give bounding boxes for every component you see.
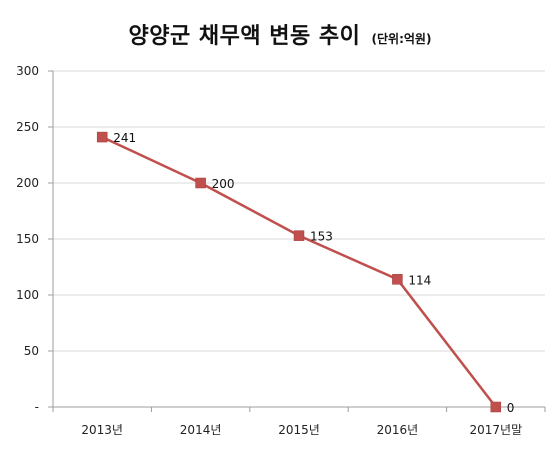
data-point-marker — [490, 401, 502, 413]
data-label: 241 — [113, 131, 136, 145]
data-label: 0 — [507, 401, 515, 415]
y-tick-label: 250 — [16, 120, 39, 134]
axes — [48, 70, 546, 412]
chart-title-row: 양양군 채무액 변동 추이 (단위:억원) — [0, 18, 560, 50]
y-tick-label: 300 — [16, 64, 39, 78]
chart-title: 양양군 채무액 변동 추이 — [128, 24, 361, 49]
y-axis-tick-labels: - 50 100 150 200 250 300 — [16, 64, 39, 414]
data-point-marker — [195, 177, 206, 189]
y-tick-label: - — [35, 400, 39, 414]
y-tick-label: 200 — [16, 176, 39, 190]
chart-unit-label: (단위:억원) — [371, 32, 432, 46]
data-point-marker — [392, 274, 403, 285]
y-tick-label: 150 — [16, 232, 39, 246]
data-label: 153 — [310, 230, 333, 244]
data-labels: 241 200 153 114 0 — [113, 131, 514, 415]
gridlines — [53, 70, 545, 352]
y-tick-label: 50 — [24, 344, 39, 358]
x-tick-label: 2014년 — [180, 423, 222, 437]
x-tick-label: 2016년 — [377, 423, 419, 437]
x-tick-label: 2013년 — [81, 423, 123, 437]
series-debt — [96, 131, 502, 413]
data-label: 200 — [212, 177, 235, 191]
x-axis-tick-labels: 2013년 2014년 2015년 2016년 2017년말 — [81, 423, 522, 437]
x-tick-label: 2017년말 — [469, 423, 522, 437]
series-line — [101, 135, 497, 408]
data-label: 114 — [408, 273, 431, 287]
data-point-marker — [293, 230, 305, 241]
x-tick-label: 2015년 — [278, 423, 320, 437]
y-tick-label: 100 — [16, 288, 39, 302]
data-point-marker — [96, 131, 108, 143]
